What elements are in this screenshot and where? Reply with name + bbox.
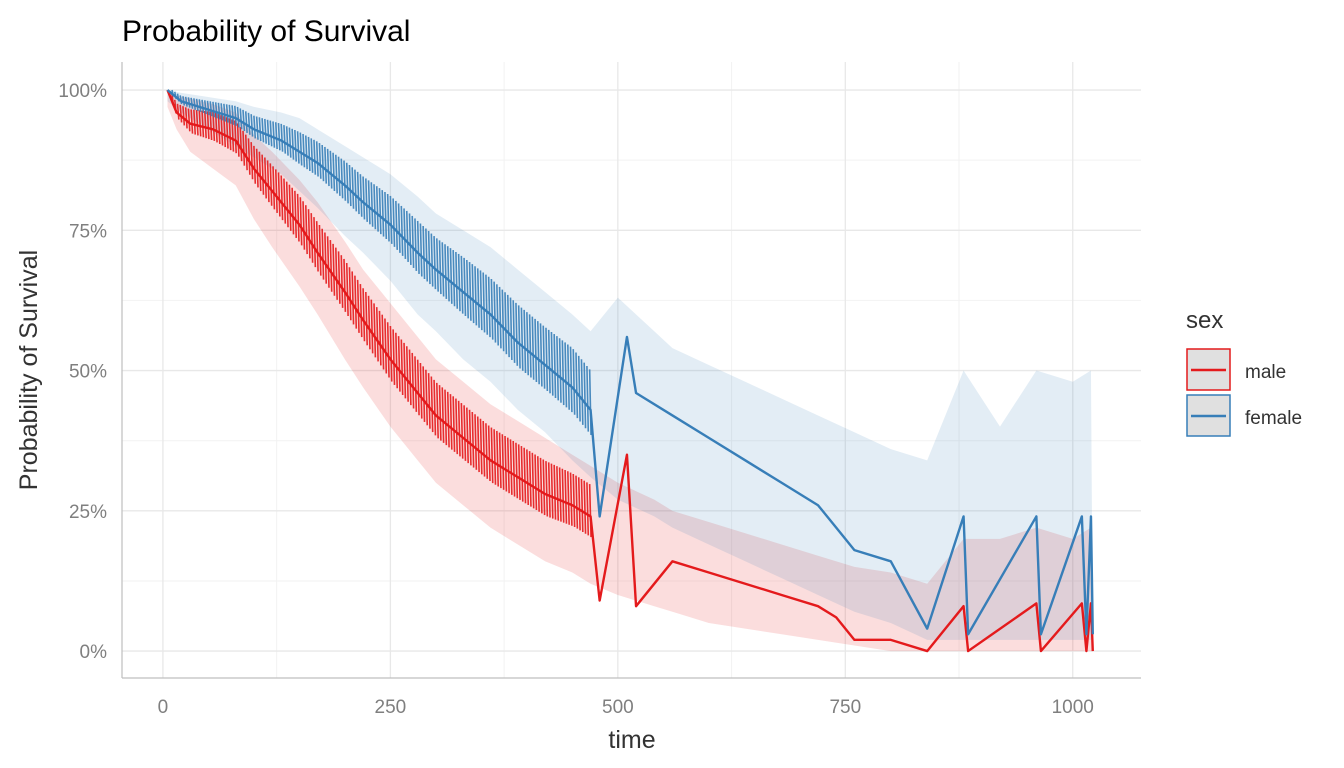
legend-label-male: male — [1245, 362, 1286, 383]
x-tick-label: 1000 — [1052, 697, 1094, 718]
y-tick-label: 75% — [69, 221, 107, 242]
legend-item-female: female — [1186, 394, 1302, 437]
chart-title: Probability of Survival — [122, 15, 410, 48]
survival-texture-male — [171, 94, 592, 538]
survival-texture-female — [171, 89, 592, 435]
legend-label-female: female — [1245, 408, 1302, 429]
y-tick-label: 0% — [80, 642, 108, 663]
survival-lines — [166, 89, 1094, 653]
x-tick-label: 500 — [602, 697, 634, 718]
major-gridlines — [122, 62, 1141, 678]
y-tick-label: 100% — [58, 81, 107, 102]
y-tick-label: 25% — [69, 502, 107, 523]
x-tick-label: 250 — [375, 697, 407, 718]
x-axis-ticks: 0 250 500 750 1000 — [158, 697, 1094, 718]
legend-item-male: male — [1186, 348, 1286, 391]
x-tick-label: 0 — [158, 697, 169, 718]
x-axis-title: time — [608, 726, 655, 754]
legend-title: sex — [1186, 307, 1223, 334]
legend: sex male female — [1186, 307, 1302, 437]
confidence-band-male — [167, 90, 1093, 652]
y-tick-label: 50% — [69, 362, 107, 383]
y-axis-ticks: 0% 25% 50% 75% 100% — [58, 81, 107, 663]
minor-gridlines — [122, 62, 1141, 678]
x-tick-label: 750 — [829, 697, 861, 718]
y-axis-title: Probability of Survival — [15, 250, 43, 490]
